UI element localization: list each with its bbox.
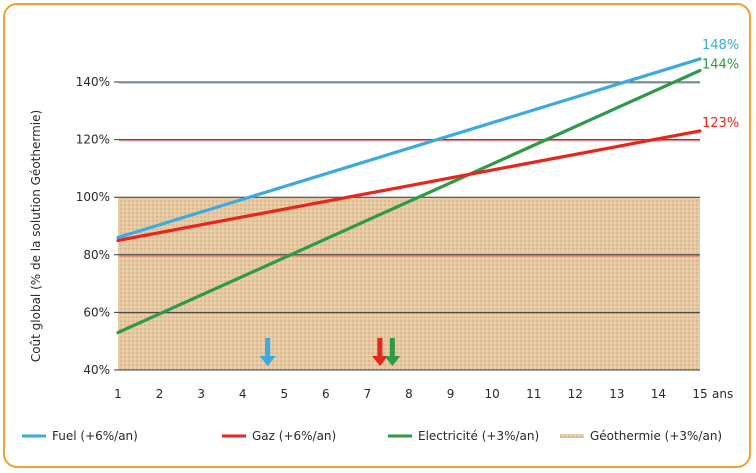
y-tick-label: 120%: [76, 133, 110, 147]
series-line: [116, 57, 702, 240]
legend-label: Gaz (+6%/an): [252, 429, 336, 443]
x-tick-label: 7: [364, 387, 372, 401]
y-tick-label: 40%: [83, 363, 110, 377]
legend-swatch: [560, 434, 584, 438]
arrow-down-icon: [384, 356, 401, 366]
y-tick-label: 60%: [83, 305, 110, 319]
y-axis-label: Coût global (% de la solution Géothermie…: [29, 110, 43, 362]
x-tick-label: 5: [280, 387, 288, 401]
arrow-shaft: [377, 338, 383, 358]
y-tick-label: 140%: [76, 75, 110, 89]
end-value-label: 144%: [702, 57, 739, 72]
x-tick-label: 8: [405, 387, 413, 401]
x-unit-label: ans: [712, 387, 733, 401]
legend-label: Fuel (+6%/an): [52, 429, 138, 443]
y-tick-label: 100%: [76, 190, 110, 204]
x-tick-label: 14: [651, 387, 666, 401]
legend-label: Electricité (+3%/an): [418, 429, 539, 443]
y-tick-label: 80%: [83, 248, 110, 262]
legend-label: Géothermie (+3%/an): [590, 429, 722, 443]
geothermie-band: [118, 197, 700, 370]
arrow-down-icon: [371, 356, 388, 366]
arrow-down-icon: [259, 356, 276, 366]
end-value-label: 148%: [702, 38, 739, 53]
x-tick-label: 9: [447, 387, 455, 401]
x-tick-label: 3: [197, 387, 205, 401]
x-tick-label: 1: [114, 387, 122, 401]
x-tick-label: 15: [692, 387, 707, 401]
x-tick-label: 10: [485, 387, 500, 401]
x-tick-label: 12: [568, 387, 583, 401]
x-tick-label: 4: [239, 387, 247, 401]
series-line: [116, 68, 702, 335]
x-tick-label: 13: [609, 387, 624, 401]
end-value-label: 123%: [702, 116, 739, 131]
x-tick-label: 11: [526, 387, 541, 401]
x-tick-label: 6: [322, 387, 330, 401]
series-line: [116, 129, 702, 242]
arrow-shaft: [389, 338, 395, 358]
arrow-shaft: [265, 338, 271, 358]
x-tick-label: 2: [156, 387, 164, 401]
